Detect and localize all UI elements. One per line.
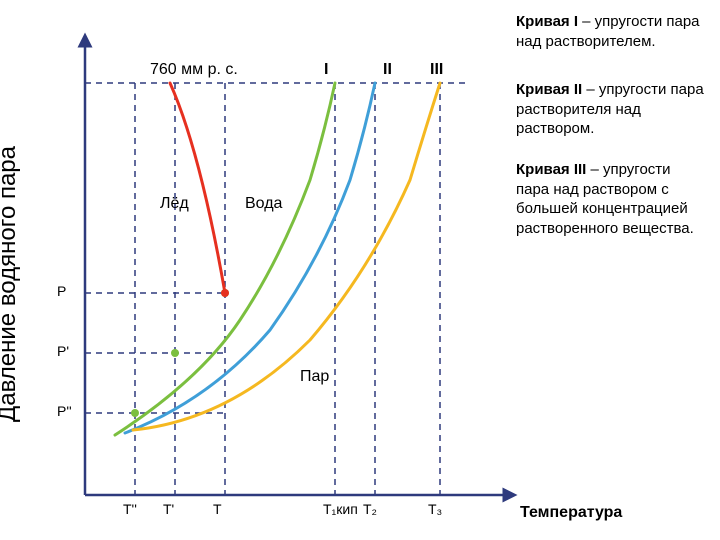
top-line-label: 760 мм р. с.: [150, 61, 238, 79]
y-axis-title: Давление водяного пара: [0, 146, 22, 422]
legend-entry: Кривая III – упругости пара над растворо…: [516, 160, 706, 238]
region-label: Вода: [245, 195, 282, 213]
curve-roman-label: II: [383, 61, 392, 79]
x-tick-label: T₃: [428, 501, 442, 517]
curve-roman-label: III: [430, 61, 443, 79]
region-label: Лёд: [160, 195, 189, 213]
region-label: Пар: [300, 368, 329, 386]
x-tick-label: T₂: [363, 501, 377, 517]
legend-entry: Кривая I – упругости пара над растворите…: [516, 12, 706, 51]
y-tick-label: P: [57, 283, 66, 299]
vapor-pressure-chart: Давление водяного пара Температура P P' P'…: [0, 0, 720, 540]
x-axis-title: Температура: [520, 504, 622, 522]
legend-entry: Кривая II – упругости пара растворителя …: [516, 80, 706, 139]
y-tick-label: P'': [57, 403, 72, 419]
y-tick-label: P': [57, 343, 69, 359]
x-tick-label: T: [213, 501, 222, 517]
x-tick-label: T'': [123, 501, 137, 517]
x-tick-label: T₁кип: [323, 501, 358, 517]
curve-roman-label: I: [324, 61, 328, 79]
x-tick-label: T': [163, 501, 174, 517]
